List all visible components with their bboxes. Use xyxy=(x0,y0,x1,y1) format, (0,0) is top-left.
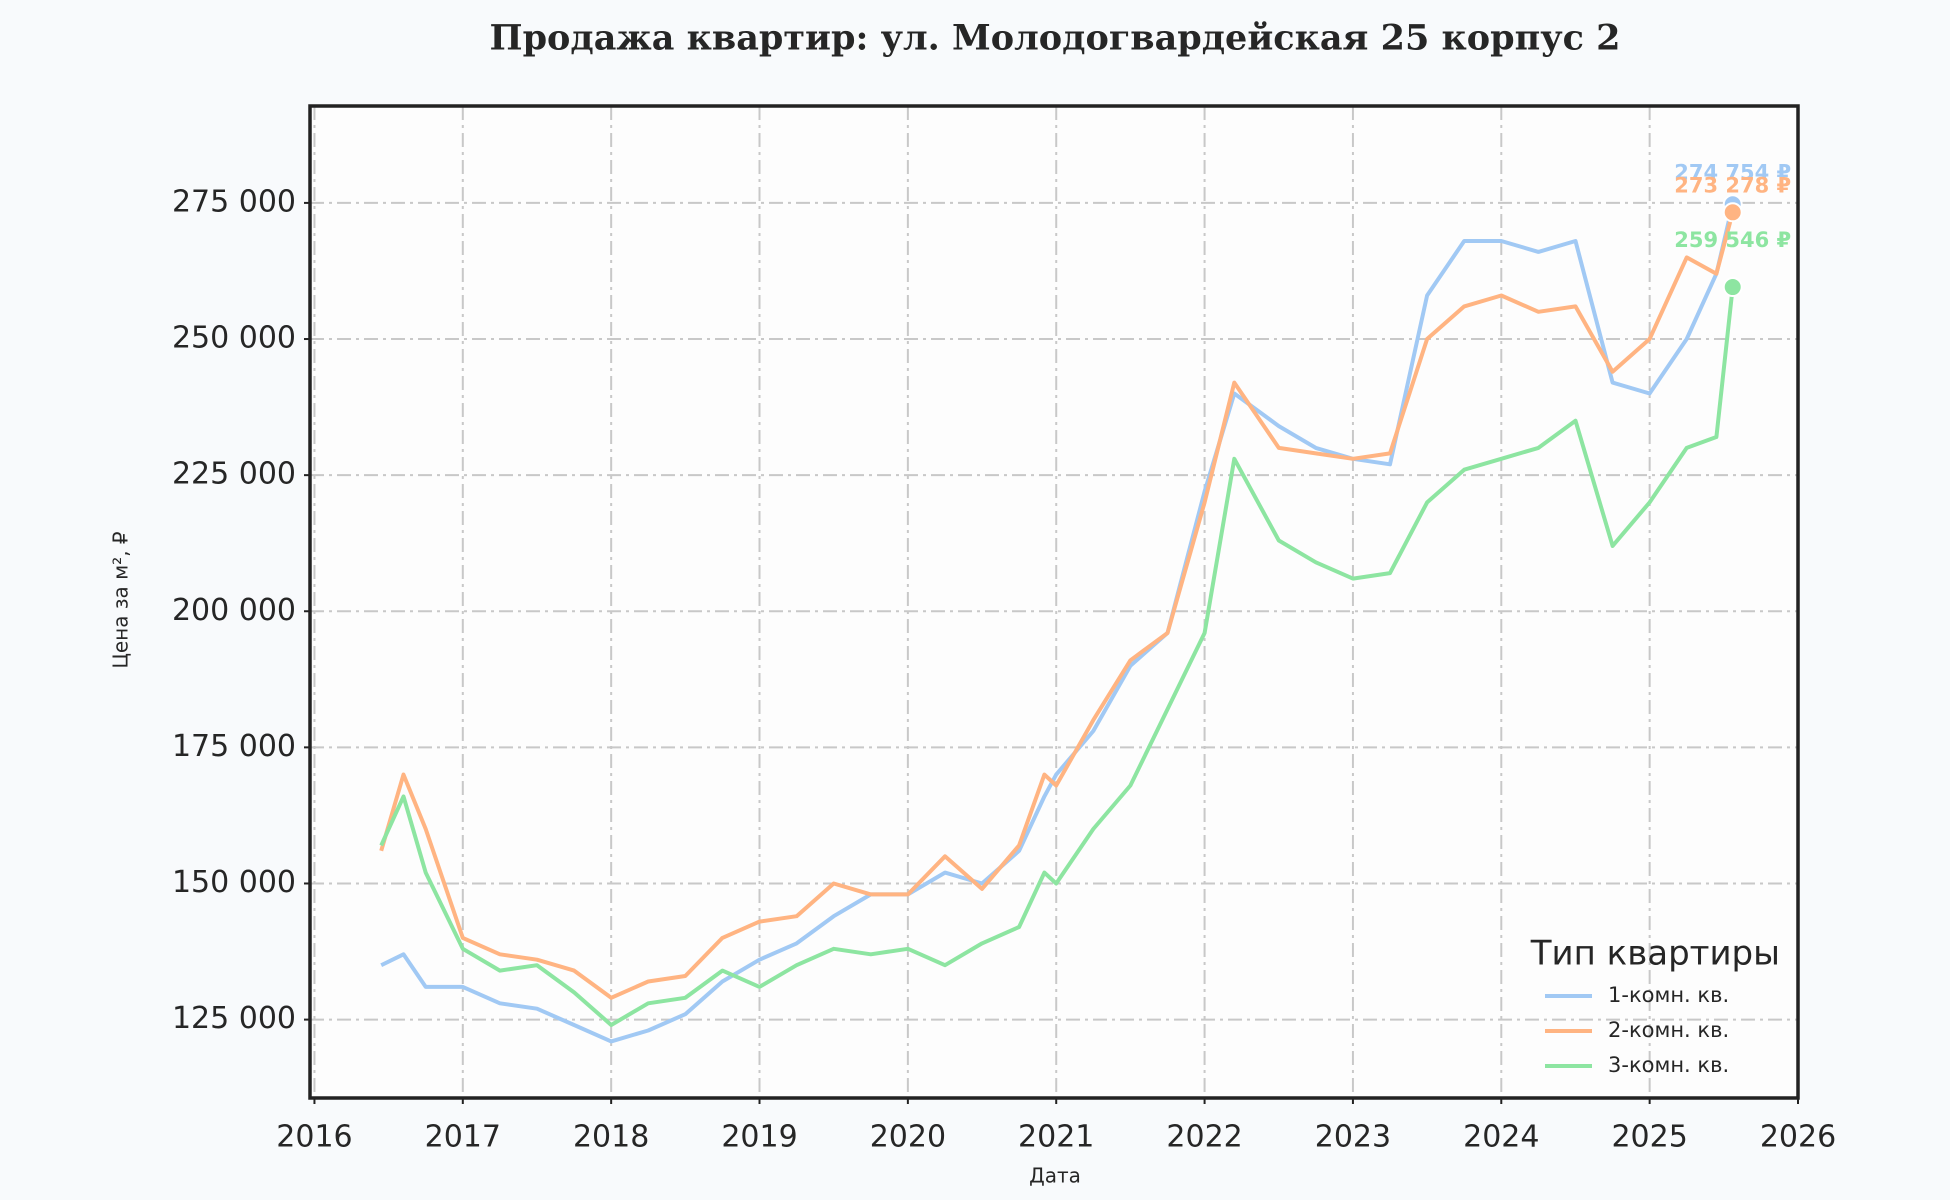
x-tick-label: 2021 xyxy=(1018,1120,1094,1155)
x-tick-label: 2016 xyxy=(276,1120,352,1155)
x-tick-label: 2017 xyxy=(425,1120,501,1155)
value-label: 274 754 ₽ xyxy=(1674,160,1791,184)
x-tick-label: 2019 xyxy=(721,1120,797,1155)
legend-label: 2-комн. кв. xyxy=(1608,1018,1729,1042)
y-tick-label: 225 000 xyxy=(172,457,296,492)
x-tick-label: 2026 xyxy=(1760,1120,1836,1155)
x-tick-label: 2020 xyxy=(870,1120,946,1155)
series-line xyxy=(380,203,1735,1044)
series-line xyxy=(379,211,1735,1000)
x-tick-label: 2024 xyxy=(1463,1120,1539,1155)
y-tick-label: 125 000 xyxy=(172,1001,296,1036)
y-tick-label: 275 000 xyxy=(172,184,296,219)
plot-area xyxy=(310,106,1798,1098)
legend-label: 3-комн. кв. xyxy=(1608,1053,1729,1077)
plot-layer: 125 000 150 000 175 000 200 000 225 000 250 0… xyxy=(172,106,1836,1155)
value-label: 273 278 ₽ xyxy=(1674,173,1791,197)
y-axis-label: Цена за м², ₽ xyxy=(109,531,133,669)
legend-title: Тип квартиры xyxy=(1530,934,1780,974)
y-tick-label: 250 000 xyxy=(172,321,296,356)
value-label: 259 546 ₽ xyxy=(1674,228,1791,252)
series-line xyxy=(379,286,1735,1027)
x-tick-label: 2023 xyxy=(1315,1120,1391,1155)
x-tick-label: 2018 xyxy=(573,1120,649,1155)
x-tick-label: 2022 xyxy=(1166,1120,1242,1155)
y-tick-label: 175 000 xyxy=(172,729,296,764)
plot-frame xyxy=(308,104,1800,1100)
y-tick-label: 200 000 xyxy=(172,593,296,628)
end-marker xyxy=(1722,277,1743,298)
y-tick-label: 150 000 xyxy=(172,865,296,900)
x-axis-label: Дата xyxy=(1029,1164,1081,1188)
x-tick-label: 2025 xyxy=(1611,1120,1687,1155)
end-marker xyxy=(1722,202,1743,223)
chart-title: Продажа квартир: ул. Молодогвардейская 2… xyxy=(490,18,1621,59)
legend-label: 1-комн. кв. xyxy=(1608,983,1729,1007)
